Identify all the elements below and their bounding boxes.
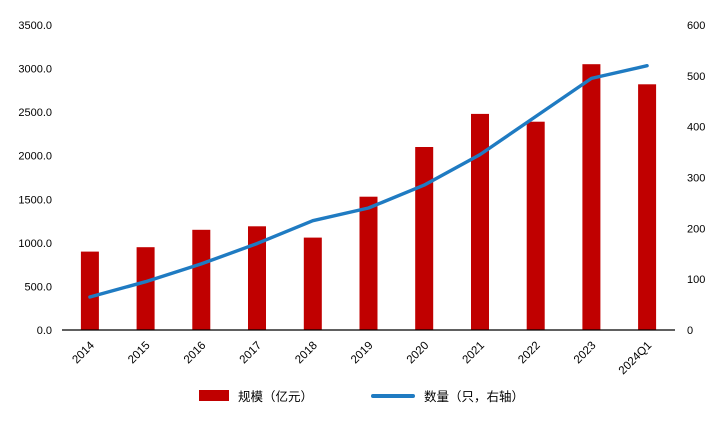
left-axis-tick-label: 500.0 [24, 281, 52, 293]
legend-line-swatch-icon [371, 393, 415, 398]
bar-2015 [136, 247, 155, 330]
bar-2016 [192, 229, 211, 330]
combo-chart-canvas: 0.0 500.0 1000.0 1500.0 2000.0 2500.0 3000.0 35… [18, 20, 705, 377]
line-series [88, 63, 649, 299]
legend-bar-label: 规模（亿元） [237, 390, 313, 404]
x-axis-label-2021: 2021 [460, 340, 487, 367]
bar-2023 [582, 64, 601, 330]
left-axis-tick-label: 0.0 [37, 325, 52, 337]
left-axis-tick-label: 1500.0 [18, 194, 52, 206]
chart-legend: 规模（亿元） 数量（只，右轴） [0, 386, 723, 405]
bar-2017 [248, 226, 266, 330]
bar-2022 [526, 121, 545, 330]
legend-item-scale: 规模（亿元） [198, 386, 313, 405]
bar-2018 [303, 237, 322, 330]
x-axis-label-2018: 2018 [293, 340, 320, 367]
bar-2020 [415, 147, 434, 330]
right-axis-tick-label: 100 [687, 274, 705, 286]
legend-line-label: 数量（只，右轴） [424, 390, 525, 404]
right-axis-tick-label: 600 [687, 20, 705, 32]
legend-item-count: 数量（只，右轴） [371, 386, 524, 405]
left-axis-tick-label: 2500.0 [18, 107, 52, 119]
right-axis-tick-label: 200 [687, 223, 705, 235]
x-axis-label-2015: 2015 [126, 340, 153, 367]
bar-2019 [359, 196, 378, 330]
left-axis-tick-label: 2000.0 [18, 151, 52, 163]
x-axis-label-2024Q1: 2024Q1 [617, 340, 654, 377]
right-axis-tick-label: 400 [687, 122, 705, 134]
bar-2014 [80, 251, 99, 330]
x-axis-label-2014: 2014 [70, 339, 97, 366]
left-axis-tick-label: 1000.0 [18, 238, 52, 250]
right-axis-tick-label: 500 [687, 71, 705, 83]
legend-bar-swatch-icon [198, 390, 229, 401]
x-axis-label-2017: 2017 [238, 340, 265, 367]
x-axis-label-2020: 2020 [405, 340, 432, 367]
x-axis-label-2016: 2016 [182, 340, 209, 367]
bar-2021 [471, 113, 489, 331]
x-axis-label-2019: 2019 [349, 340, 376, 367]
right-axis-tick-label: 0 [687, 325, 693, 337]
right-axis-tick-label: 300 [687, 173, 705, 185]
bar-2024Q1 [638, 84, 657, 330]
x-axis-label-2022: 2022 [516, 340, 543, 367]
left-axis-tick-label: 3500.0 [18, 20, 52, 32]
x-axis-label-2023: 2023 [572, 340, 599, 367]
left-axis-tick-label: 3000.0 [18, 64, 52, 76]
